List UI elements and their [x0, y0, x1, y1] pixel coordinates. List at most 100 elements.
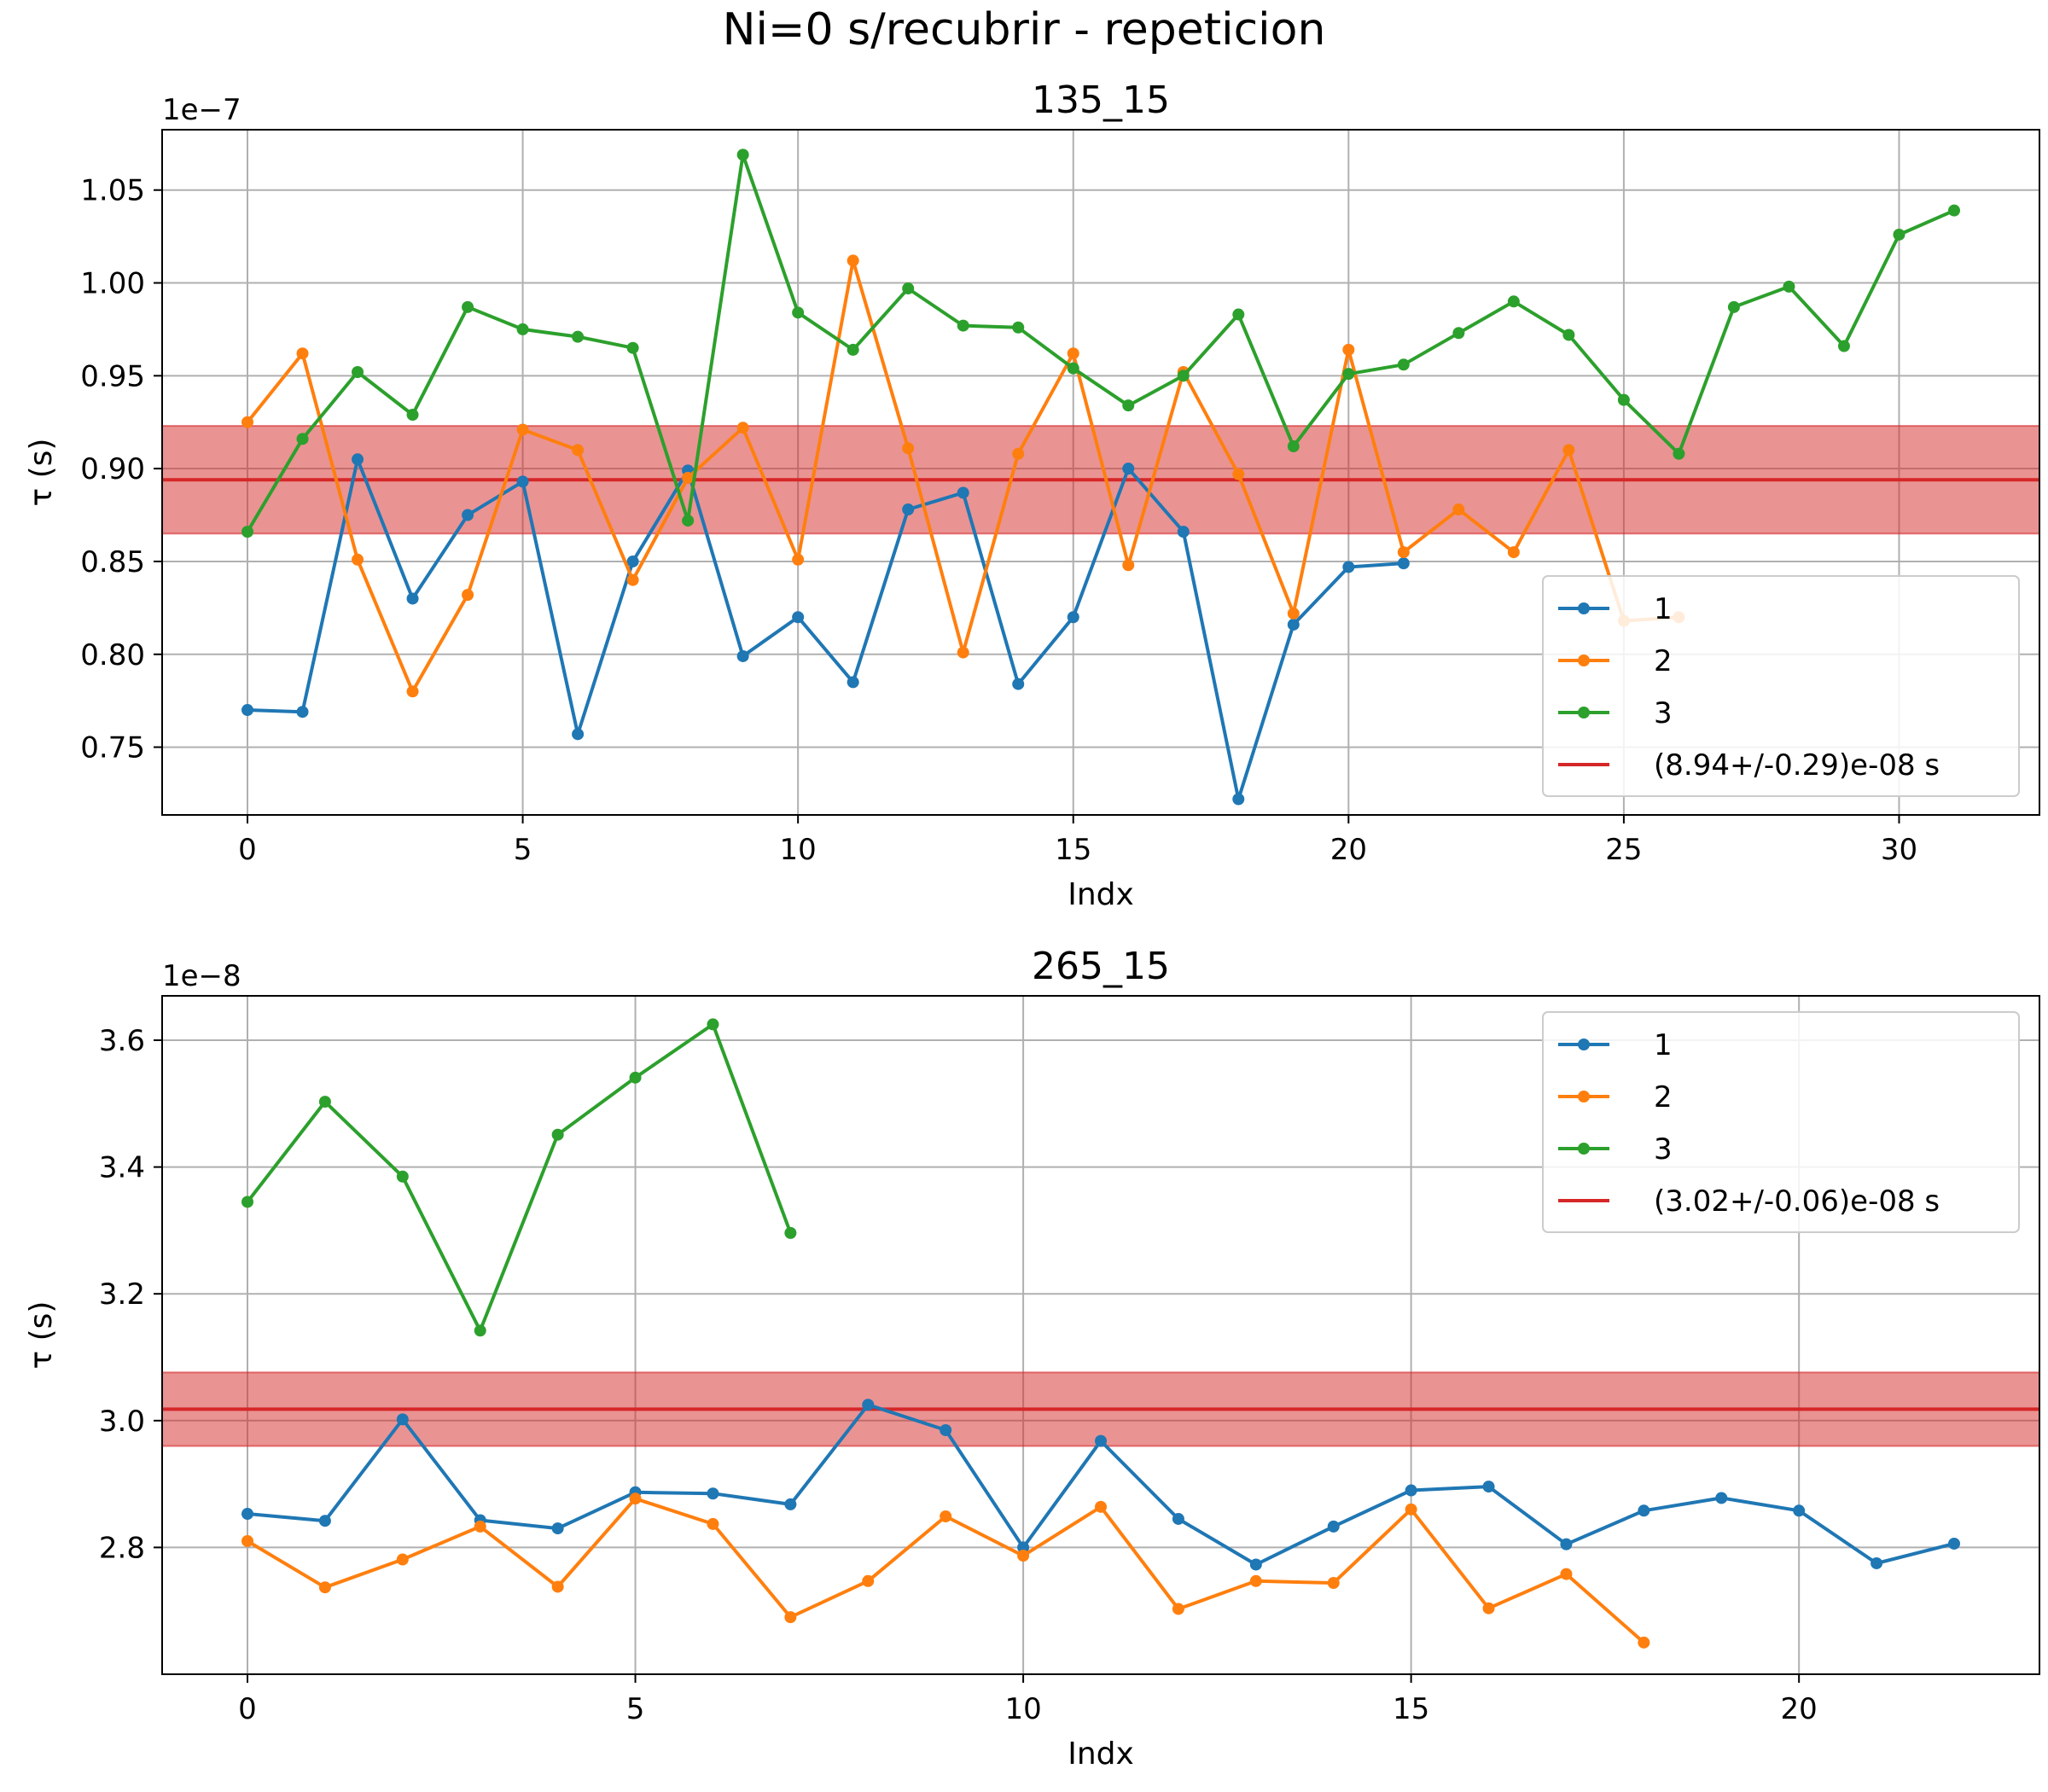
x-tick-label: 0: [238, 833, 257, 867]
data-point: [736, 148, 749, 161]
data-point: [406, 592, 419, 605]
data-point: [1783, 280, 1795, 293]
data-point: [1342, 561, 1355, 573]
data-point: [241, 416, 253, 428]
data-point: [1017, 1541, 1030, 1554]
data-point: [1012, 678, 1025, 690]
data-point: [707, 1517, 719, 1530]
data-point: [784, 1498, 797, 1510]
data-point: [1067, 347, 1079, 360]
x-tick-label: 20: [1781, 1692, 1818, 1726]
y-tick-label: 0.80: [80, 638, 145, 672]
data-point: [1122, 559, 1135, 572]
y-tick-label: 0.95: [80, 359, 145, 393]
data-point: [296, 347, 309, 360]
data-point: [792, 553, 805, 566]
data-point: [1232, 308, 1245, 321]
data-point: [241, 704, 253, 717]
data-point: [352, 553, 364, 566]
data-point: [1727, 300, 1740, 313]
data-point: [626, 573, 639, 586]
data-point: [1397, 557, 1410, 570]
data-point: [1249, 1574, 1262, 1587]
data-point: [847, 254, 859, 267]
data-point: [736, 422, 749, 434]
data-point: [318, 1515, 331, 1527]
data-point: [1067, 362, 1079, 375]
data-point: [1837, 340, 1850, 352]
data-point: [406, 409, 419, 422]
data-point: [940, 1423, 952, 1436]
data-point: [516, 323, 529, 335]
data-point: [474, 1520, 486, 1533]
data-point: [792, 611, 805, 624]
y-tick-label: 0.90: [80, 452, 145, 486]
data-point: [957, 486, 969, 499]
y-tick-label: 1.00: [80, 267, 145, 301]
data-point: [352, 453, 364, 466]
data-point: [957, 646, 969, 659]
data-point: [318, 1581, 331, 1594]
x-tick-label: 30: [1881, 833, 1917, 867]
data-point: [406, 685, 419, 698]
x-axis-label: Indx: [1068, 1737, 1134, 1772]
series-3: [241, 148, 1960, 538]
data-point: [1122, 399, 1135, 412]
subplot-265-15: 0 5 10 15 20 2.8 3.0 3.2 3.4 3.6 265_15 Indx τ (s) 1e…: [24, 945, 2040, 1772]
data-point: [516, 475, 529, 488]
data-point: [862, 1574, 875, 1587]
data-point: [1638, 1636, 1650, 1649]
data-point: [1012, 321, 1025, 334]
data-point: [396, 1413, 409, 1426]
y-tick-label: 2.8: [99, 1531, 145, 1565]
data-point: [1507, 546, 1520, 559]
data-point: [1122, 463, 1135, 475]
data-point: [1715, 1492, 1728, 1504]
legend: 1 2 3 (8.94+/-0.29)e-08 s: [1542, 575, 2020, 797]
x-tick-label: 5: [514, 833, 532, 867]
data-point: [1673, 447, 1685, 460]
data-point: [1287, 618, 1300, 631]
data-point: [902, 503, 915, 516]
data-point: [629, 1492, 642, 1505]
legend-entry-2: 2: [1654, 1080, 1673, 1114]
data-point: [462, 589, 474, 602]
data-point: [629, 1071, 642, 1084]
data-point: [847, 343, 859, 356]
series-2: [241, 1492, 1650, 1649]
data-point: [1562, 444, 1575, 457]
data-point: [318, 1096, 331, 1108]
legend-entry-1: 1: [1654, 592, 1673, 626]
data-point: [1405, 1503, 1417, 1516]
y-tick-label: 1.05: [80, 174, 145, 208]
data-point: [296, 433, 309, 445]
data-point: [862, 1399, 875, 1411]
subplot-135-15: 0 5 10 15 20 25 30 0.75 0.80 0.85 0.90 0.95 1.00 1.05…: [24, 79, 2040, 912]
data-point: [847, 676, 859, 689]
data-point: [1342, 368, 1355, 381]
data-point: [1948, 204, 1960, 217]
data-point: [1397, 358, 1410, 371]
legend: 1 2 3 (3.02+/-0.06)e-08 s: [1542, 1011, 2020, 1233]
data-point: [474, 1324, 486, 1337]
data-point: [462, 300, 474, 313]
data-point: [626, 555, 639, 567]
data-point: [241, 1508, 253, 1521]
data-point: [1327, 1577, 1340, 1590]
legend-swatch-marker: [1578, 707, 1590, 719]
x-tick-label: 25: [1605, 833, 1642, 867]
y-tick-label: 0.75: [80, 731, 145, 765]
axes-frame: [161, 129, 2040, 816]
legend-box: [1542, 1011, 2020, 1233]
data-point: [1452, 503, 1465, 516]
data-point: [551, 1580, 564, 1593]
data-point: [462, 509, 474, 521]
legend-swatch-marker: [1578, 655, 1590, 666]
data-point: [1342, 343, 1355, 356]
x-tick-label: 15: [1055, 833, 1091, 867]
y-axis-label: τ (s): [24, 1301, 59, 1370]
x-tick-label: 10: [1004, 1692, 1041, 1726]
series-line: [246, 1022, 793, 1333]
y-tick-label: 3.2: [99, 1277, 145, 1312]
figure-suptitle: Ni=0 s/recubrir - repeticion: [723, 4, 1326, 55]
